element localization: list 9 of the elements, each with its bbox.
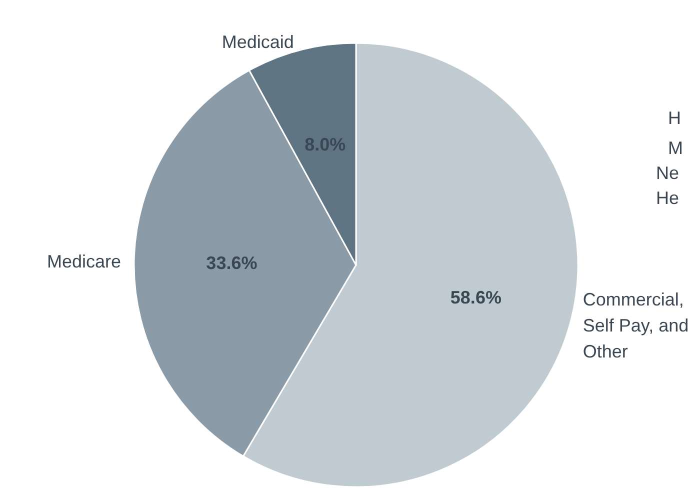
text: M xyxy=(668,138,683,158)
text: H xyxy=(668,108,681,128)
text: He xyxy=(656,188,680,208)
slice-label: Medicaid xyxy=(222,32,294,52)
data-label: 58.6% xyxy=(450,288,502,308)
slice-label: Commercial, Self Pay, and Other xyxy=(582,290,694,362)
data-label: 33.6% xyxy=(206,253,258,274)
slice-label: Medicare xyxy=(46,251,122,272)
text: Ne xyxy=(656,163,680,183)
